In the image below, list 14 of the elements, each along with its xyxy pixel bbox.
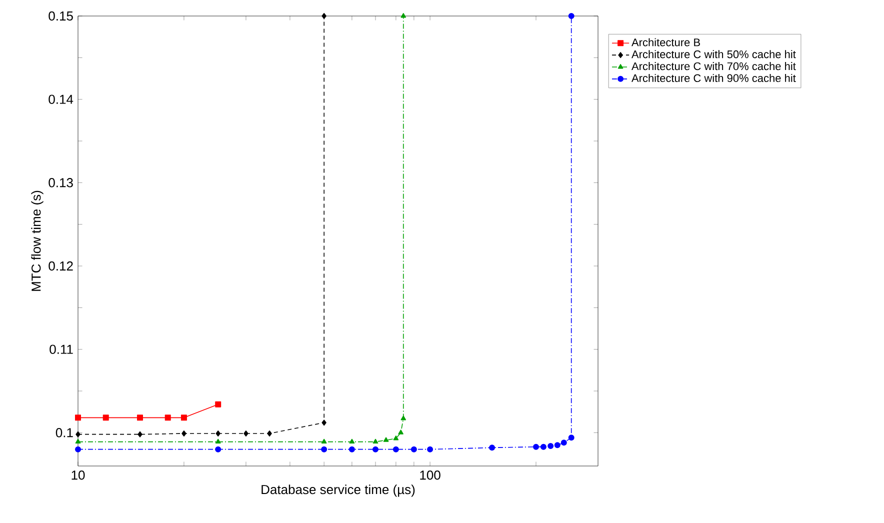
legend-label: Architecture C with 90% cache hit (632, 74, 796, 82)
y-tick-label: 0.1 (56, 428, 73, 438)
y-axis-title: MTC flow time (s) (31, 190, 44, 291)
y-tick-label: 0.11 (50, 344, 73, 354)
legend-label: Architecture C with 70% cache hit (632, 62, 796, 70)
y-tick-label: 0.15 (48, 11, 73, 21)
x-axis-title: Database service time (µs) (262, 484, 415, 497)
x-tick-label: 100 (420, 470, 440, 480)
x-tick-label: 10 (72, 470, 85, 480)
y-tick-label: 0.13 (48, 178, 73, 188)
legend-label: Architecture B (632, 38, 700, 46)
legend-label: Architecture C with 50% cache hit (632, 50, 796, 58)
y-tick-label: 0.14 (48, 94, 74, 104)
y-tick-label: 0.12 (48, 261, 73, 271)
